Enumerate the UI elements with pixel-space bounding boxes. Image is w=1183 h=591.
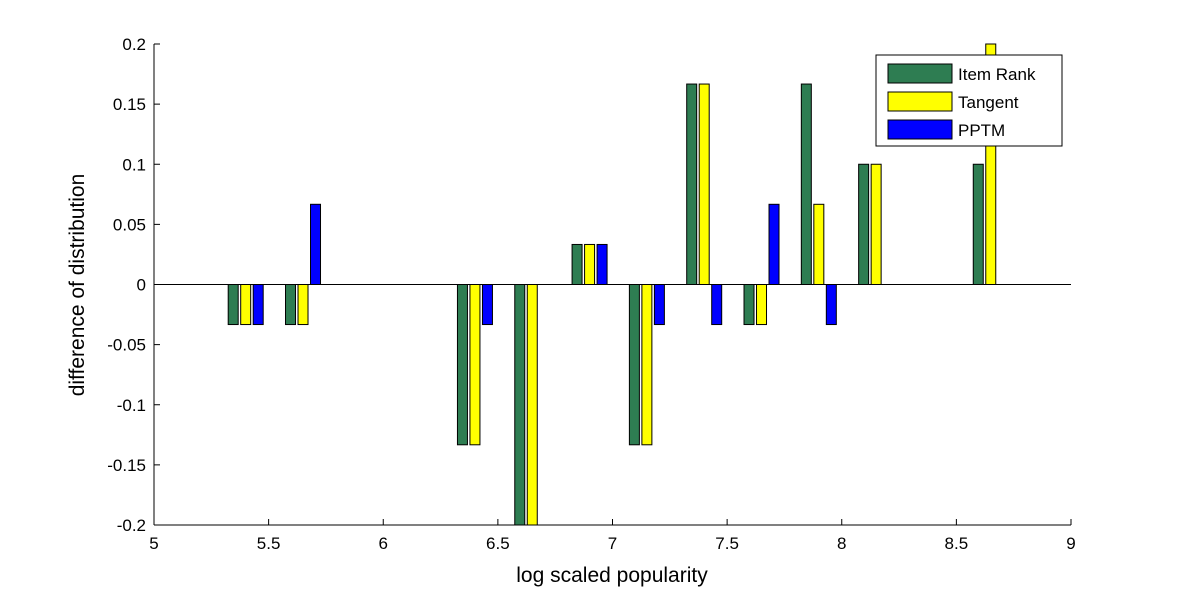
- legend-label-pptm: PPTM: [958, 121, 1005, 140]
- bar-tangent-6: [698, 83, 710, 286]
- bar-item-rank-2: [456, 284, 468, 446]
- x-tick-label-2: 6: [379, 534, 388, 553]
- y-axis-label: difference of distribution: [66, 174, 89, 397]
- y-tick-label-1: -0.15: [107, 456, 146, 475]
- legend-swatch-tangent: [887, 91, 953, 112]
- bar-item-rank-8: [800, 83, 812, 286]
- legend-label-tangent: Tangent: [958, 93, 1019, 112]
- x-tick-label-6: 8: [837, 534, 846, 553]
- bar-tangent-2: [469, 284, 481, 446]
- bar-tangent-5: [641, 284, 653, 446]
- y-tick-label-8: 0.2: [122, 35, 146, 54]
- bar-item-rank-1: [285, 284, 297, 326]
- bar-item-rank-6: [686, 83, 698, 286]
- y-tick-label-2: -0.1: [117, 396, 146, 415]
- bar-tangent-1: [297, 284, 309, 326]
- y-tick-label-5: 0.05: [113, 215, 146, 234]
- bar-item-rank-10: [972, 163, 984, 285]
- y-tick-label-0: -0.2: [117, 516, 146, 535]
- bar-tangent-4: [584, 243, 596, 286]
- bar-tangent-3: [526, 284, 538, 526]
- bar-item-rank-4: [571, 243, 583, 286]
- x-tick-label-4: 7: [608, 534, 617, 553]
- y-tick-label-6: 0.1: [122, 155, 146, 174]
- bar-pptm-6: [711, 284, 723, 326]
- bar-item-rank-5: [628, 284, 640, 446]
- bar-tangent-7: [756, 284, 768, 326]
- bar-tangent-0: [240, 284, 252, 326]
- bar-pptm-7: [768, 203, 780, 285]
- bar-pptm-1: [310, 203, 322, 285]
- legend: Item Rank Tangent PPTM: [875, 54, 1063, 147]
- bar-item-rank-9: [858, 163, 870, 285]
- x-axis-label: log scaled popularity: [516, 564, 708, 587]
- x-tick-label-0: 5: [149, 534, 158, 553]
- bar-item-rank-7: [743, 284, 755, 326]
- legend-label-item-rank: Item Rank: [958, 65, 1036, 84]
- bar-item-rank-0: [227, 284, 239, 326]
- bar-tangent-8: [813, 203, 825, 285]
- x-tick-label-1: 5.5: [257, 534, 281, 553]
- bar-pptm-4: [596, 243, 608, 286]
- axes-group: 5 5.5 6 6.5 7 7.5 8 8.5 9 -0.2 -0.15 -0.1 -0.05 0 0.05…: [107, 35, 1075, 553]
- x-tick-label-8: 9: [1066, 534, 1075, 553]
- x-tick-label-7: 8.5: [945, 534, 969, 553]
- bar-pptm-5: [653, 284, 665, 326]
- legend-swatch-item-rank: [887, 63, 953, 84]
- y-tick-label-4: 0: [137, 276, 146, 295]
- bar-item-rank-3: [514, 284, 526, 526]
- bar-tangent-9: [870, 163, 882, 285]
- bar-pptm-0: [252, 284, 264, 326]
- x-tick-label-5: 7.5: [715, 534, 739, 553]
- x-tick-label-3: 6.5: [486, 534, 510, 553]
- bar-pptm-8: [825, 284, 837, 326]
- legend-swatch-pptm: [887, 119, 953, 140]
- y-tick-label-7: 0.15: [113, 95, 146, 114]
- y-tick-label-3: -0.05: [107, 336, 146, 355]
- bar-pptm-2: [481, 284, 493, 326]
